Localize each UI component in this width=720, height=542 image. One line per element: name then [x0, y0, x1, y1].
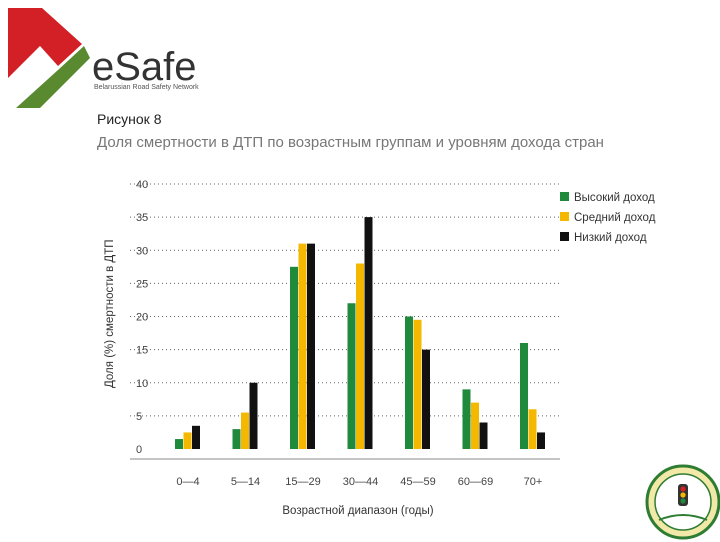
y-tick-label: 20: [136, 312, 148, 324]
figure-title: Доля смертности в ДТП по возрастным груп…: [97, 134, 604, 151]
legend-label: Низкий доход: [574, 232, 647, 244]
bar: [405, 316, 413, 449]
esafe-logo: eSafe Belarussian Road Safety Network: [8, 8, 199, 108]
y-tick-label: 35: [136, 212, 148, 224]
bar: [356, 263, 364, 449]
bar: [528, 409, 537, 449]
legend-swatch: [560, 192, 569, 201]
logo-tagline: Belarussian Road Safety Network: [94, 84, 199, 91]
x-tick-label: 5—14: [231, 476, 260, 488]
y-tick-label: 30: [136, 245, 148, 257]
y-tick-label: 15: [136, 345, 148, 357]
chart-bars: [175, 217, 545, 449]
x-tick-label: 0—4: [176, 476, 199, 488]
bar: [520, 343, 528, 449]
bar: [364, 217, 373, 449]
bar: [422, 349, 430, 449]
bar: [241, 412, 249, 449]
bar: [413, 319, 422, 449]
x-axis-label: Возрастной диапазон (годы): [282, 505, 433, 517]
y-tick-labels: 0 5 10 15 20 25 30 35 40: [136, 179, 148, 456]
x-tick-labels: 0—4 5—14 15—29 30—44 45—59 60—69 70+: [176, 476, 542, 488]
x-tick-label: 70+: [524, 476, 543, 488]
bar: [298, 243, 307, 449]
logo-red-chevron: [8, 8, 82, 78]
legend-swatch: [560, 212, 569, 221]
bar: [249, 382, 258, 449]
x-tick-label: 60—69: [458, 476, 493, 488]
y-tick-label: 5: [136, 411, 142, 423]
y-tick-label: 40: [136, 179, 148, 191]
x-tick-label: 15—29: [285, 476, 320, 488]
y-tick-label: 0: [136, 444, 142, 456]
figure-label: Рисунок 8: [97, 111, 162, 127]
bar: [462, 389, 471, 449]
legend-label: Высокий доход: [574, 192, 655, 204]
logo-brand-text: eSafe: [92, 45, 197, 89]
x-tick-label: 45—59: [400, 476, 435, 488]
legend-label: Средний доход: [574, 212, 656, 224]
logo-green-chevron: [16, 46, 90, 108]
bar: [479, 422, 488, 449]
chart-grid: [130, 183, 560, 417]
y-tick-label: 10: [136, 378, 148, 390]
y-tick-label: 25: [136, 278, 148, 290]
bar: [471, 402, 479, 449]
bar: [537, 432, 545, 449]
bar: [192, 425, 200, 449]
bar: [347, 303, 356, 449]
legend-swatch: [560, 232, 569, 241]
bar: [175, 439, 183, 449]
bar: [307, 243, 315, 449]
chart-legend: Высокий доход Средний доход Низкий доход: [560, 192, 656, 244]
y-axis-label: Доля (%) смертности в ДТП: [104, 239, 116, 388]
road-safety-emblem: [645, 464, 720, 540]
bar: [290, 266, 298, 449]
bar: [183, 432, 192, 449]
x-tick-label: 30—44: [343, 476, 378, 488]
bar: [232, 429, 241, 449]
